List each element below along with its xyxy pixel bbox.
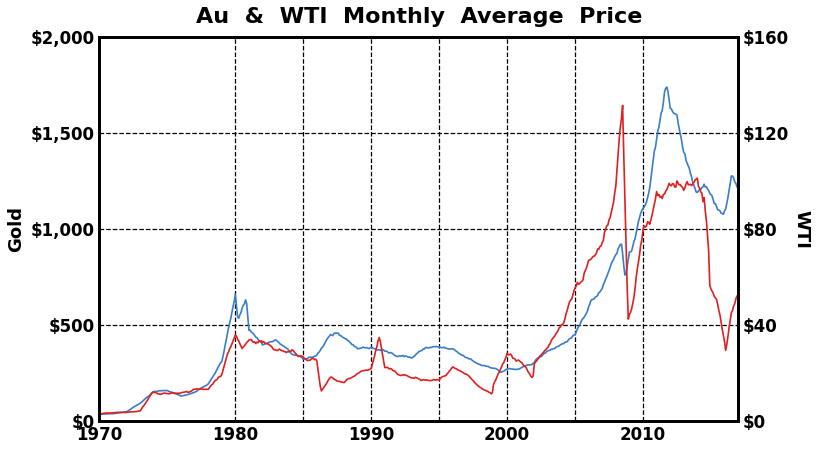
Y-axis label: WTI: WTI xyxy=(792,210,810,249)
Y-axis label: Gold: Gold xyxy=(7,206,25,252)
Title: Au  &  WTI  Monthly  Average  Price: Au & WTI Monthly Average Price xyxy=(195,7,642,27)
